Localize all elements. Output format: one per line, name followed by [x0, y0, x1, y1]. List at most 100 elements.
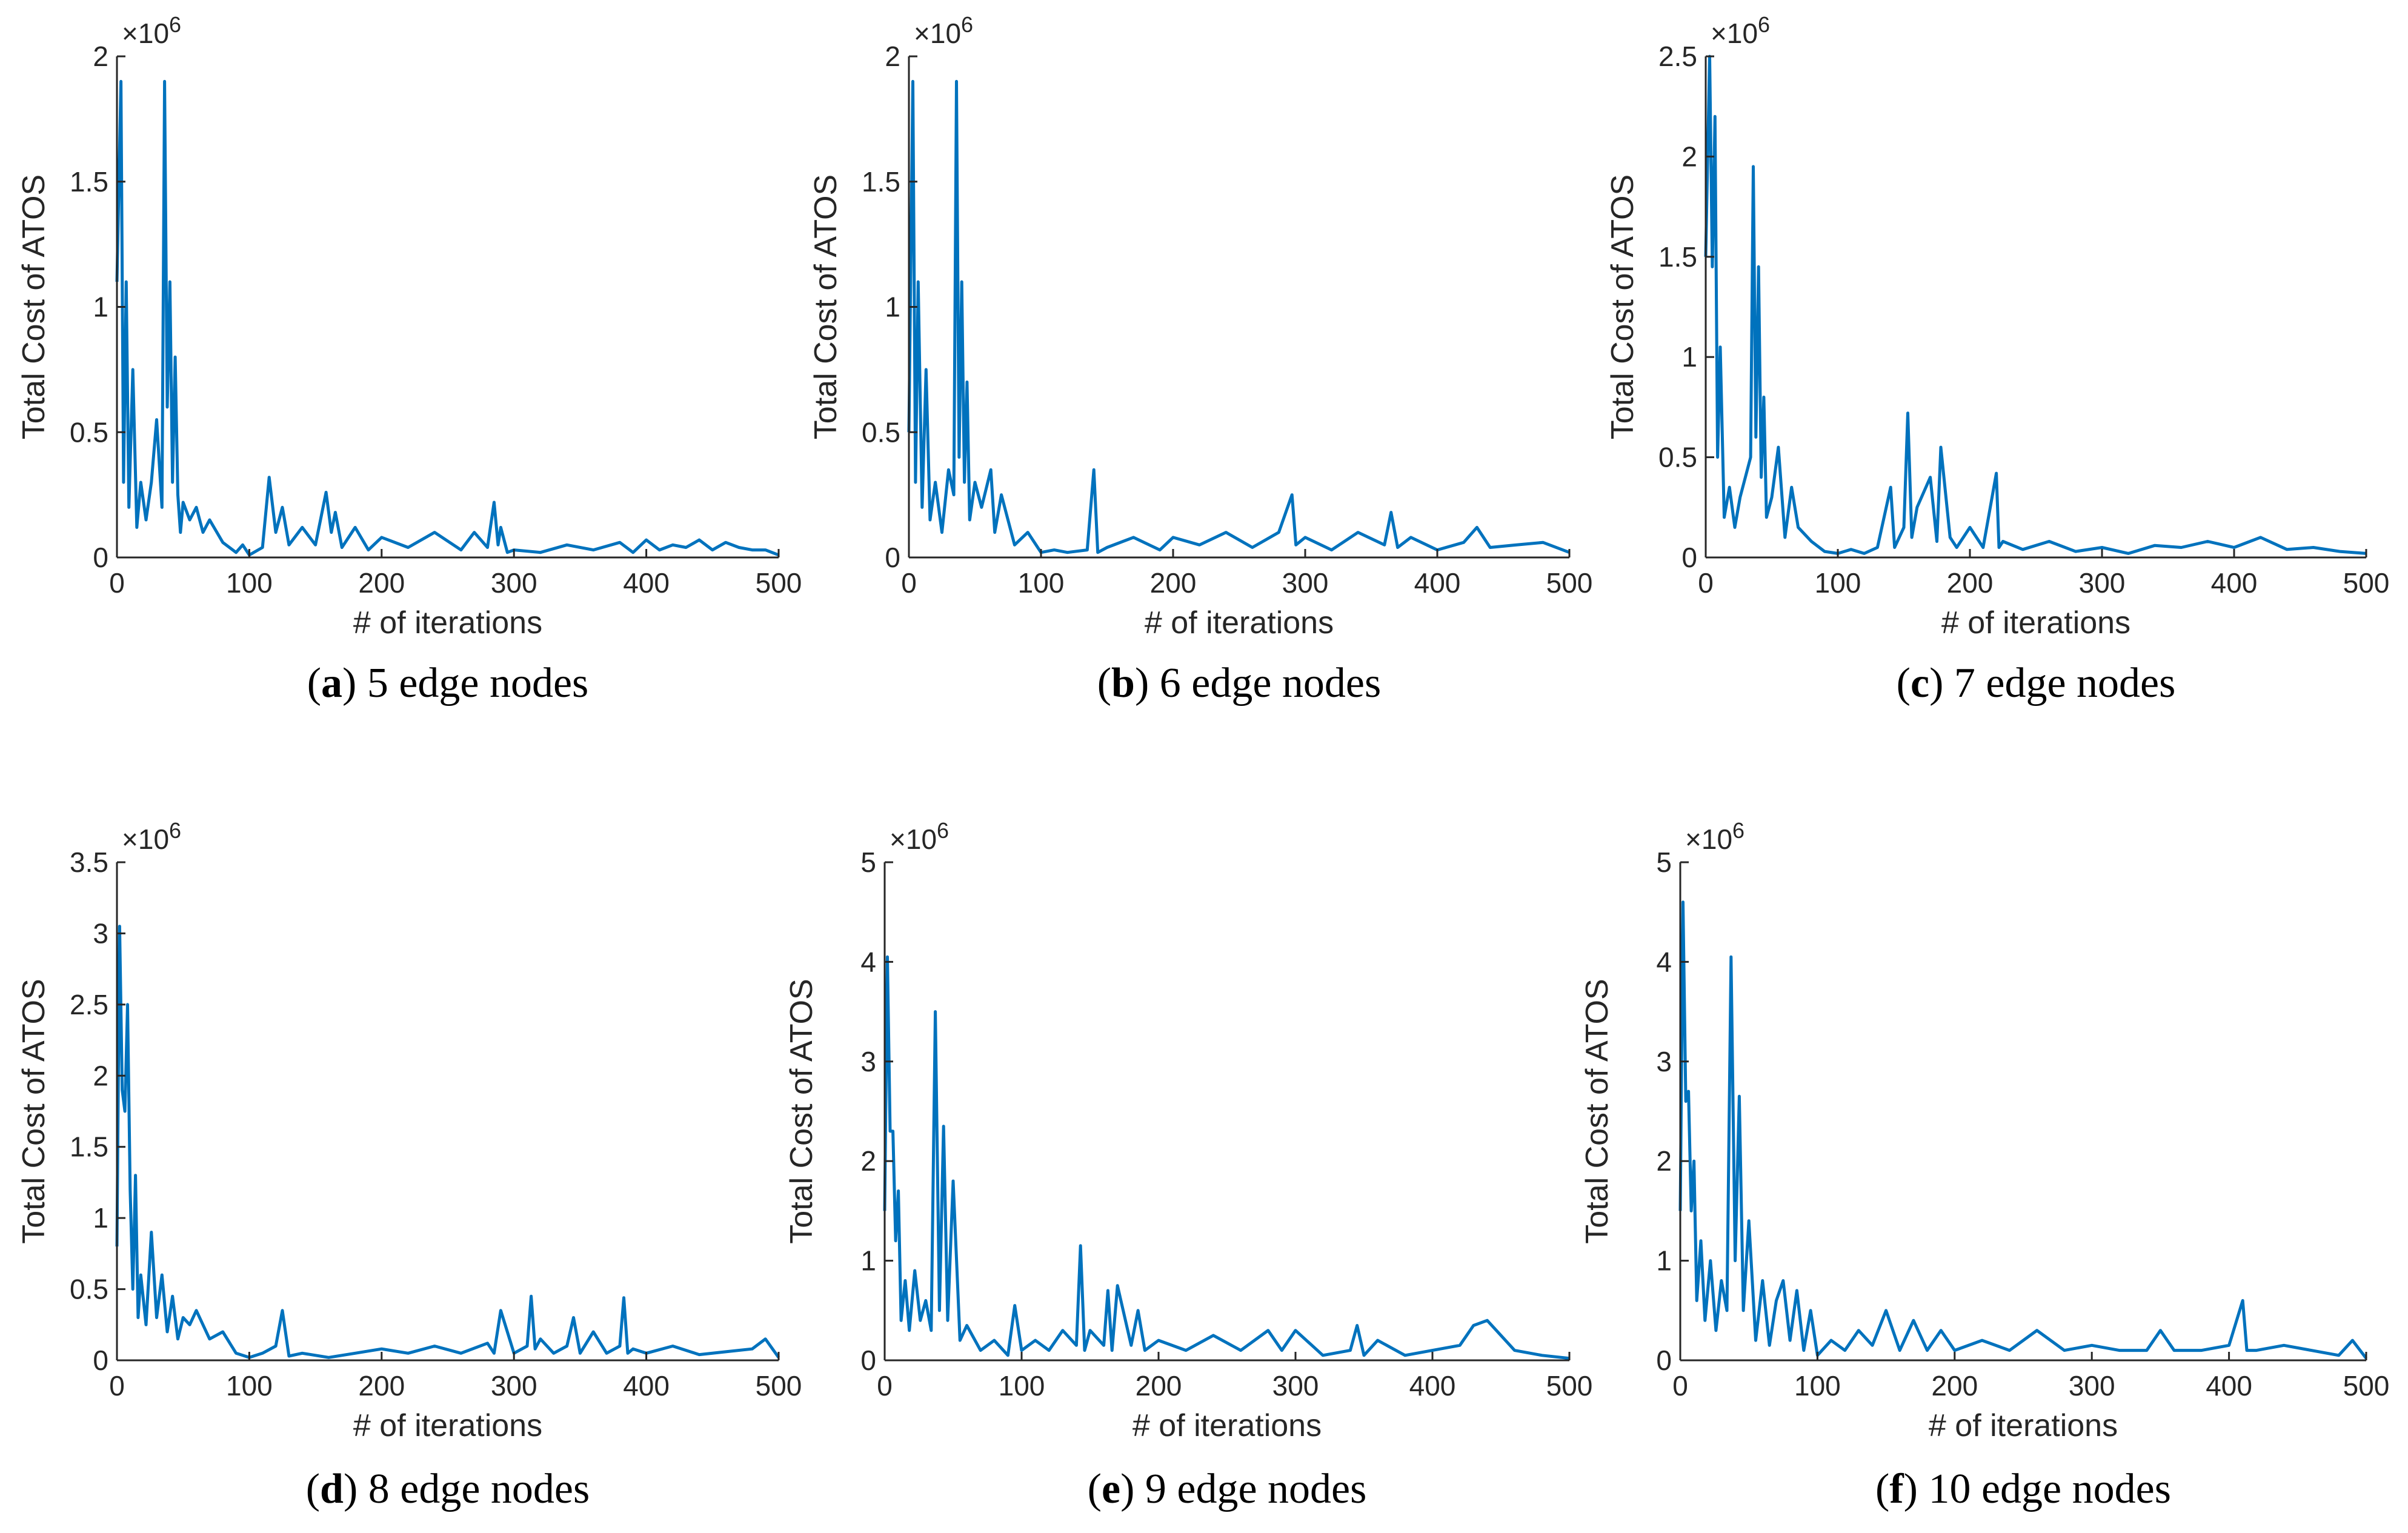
- series-line-cost: [1678, 900, 2367, 1360]
- y-tick-label: 2.5: [1658, 41, 1697, 72]
- x-tick-label: 0: [109, 1370, 125, 1402]
- x-tick-label: 200: [1931, 1370, 1978, 1402]
- x-tick-label: 0: [1672, 1370, 1688, 1402]
- chart-panel-e: 0 100 200 300 400 500 0 1 2 3 4 5 ×106 # of iteration…: [784, 818, 1592, 1512]
- y-tick-label: 1: [93, 291, 108, 323]
- y-tick-label: 2: [885, 41, 900, 72]
- x-tick-label: 100: [999, 1370, 1045, 1402]
- y-tick-label: 1: [1656, 1245, 1672, 1277]
- x-tick-label: 0: [901, 567, 917, 599]
- x-tick-label: 500: [2343, 567, 2390, 599]
- x-tick-label: 400: [1414, 567, 1461, 599]
- x-tick-label: 200: [1947, 567, 1994, 599]
- x-tick-label: 500: [1546, 567, 1593, 599]
- panel-caption: (e) 9 edge nodes: [1088, 1466, 1367, 1512]
- y-tick-label: 1: [93, 1202, 108, 1234]
- y-axis-multiplier: ×106: [122, 12, 181, 49]
- x-axis-label: # of iterations: [1929, 1408, 2118, 1443]
- y-tick-label: 3: [93, 917, 108, 949]
- x-tick-label: 200: [358, 1370, 405, 1402]
- y-tick-label: 0.5: [70, 1274, 108, 1305]
- y-tick-label: 1.5: [70, 166, 108, 198]
- x-axis-label: # of iterations: [1941, 605, 2130, 640]
- y-axis-label: Total Cost of ATOS: [16, 175, 52, 439]
- y-tick-label: 2: [93, 41, 108, 72]
- x-axis-label: # of iterations: [353, 1408, 542, 1443]
- chart-panel-b: 0 100 200 300 400 500 0 0.5 1 1.5 2 ×106 # of iterat…: [808, 12, 1592, 707]
- panel-caption: (f) 10 edge nodes: [1875, 1466, 2171, 1512]
- chart-panel-d: 0 100 200 300 400 500 0 0.5 1 1.5 2 2.5 3 3.5 ×106 # of…: [16, 818, 802, 1512]
- y-axis-multiplier: ×106: [914, 12, 973, 49]
- x-axis-label: # of iterations: [1145, 605, 1334, 640]
- y-tick-label: 0: [1656, 1345, 1672, 1376]
- y-tick-label: 1.5: [862, 166, 900, 198]
- y-tick-label: 2: [1656, 1145, 1672, 1177]
- x-tick-label: 100: [226, 1370, 273, 1402]
- y-tick-label: 2.5: [70, 989, 108, 1020]
- y-tick-label: 0: [93, 1345, 108, 1376]
- y-tick-label: 3.5: [70, 846, 108, 878]
- chart-panel-f: 0 100 200 300 400 500 0 1 2 3 4 5 ×106 # of iteration…: [1580, 818, 2389, 1512]
- y-tick-label: 0: [93, 542, 108, 573]
- y-tick-label: 3: [860, 1046, 876, 1077]
- y-tick-label: 0.5: [70, 416, 108, 448]
- y-tick-label: 0.5: [862, 416, 900, 448]
- x-tick-label: 400: [2211, 567, 2258, 599]
- y-tick-label: 1: [860, 1245, 876, 1277]
- panel-caption: (a) 5 edge nodes: [307, 660, 589, 707]
- x-tick-label: 200: [1136, 1370, 1182, 1402]
- y-tick-label: 3: [1656, 1046, 1672, 1077]
- series-line-cost: [907, 79, 1570, 554]
- chart-panel-c: 0 100 200 300 400 500 0 0.5 1 1.5 2 2.5 ×106 # of ite…: [1605, 12, 2389, 707]
- x-tick-label: 400: [1409, 1370, 1456, 1402]
- y-tick-label: 1.5: [1658, 241, 1697, 273]
- y-axis-multiplier: ×106: [1711, 12, 1770, 49]
- panel-caption: (b) 6 edge nodes: [1097, 660, 1382, 707]
- y-tick-label: 2: [1681, 141, 1697, 172]
- y-tick-label: 5: [860, 846, 876, 878]
- x-tick-label: 300: [491, 567, 537, 599]
- chart-panel-a: 0 100 200 300 400 500 0 0.5 1 1.5 2 ×106 # of iterat…: [16, 12, 802, 707]
- x-tick-label: 0: [877, 1370, 893, 1402]
- x-tick-label: 200: [358, 567, 405, 599]
- y-axis-label: Total Cost of ATOS: [16, 979, 52, 1243]
- x-tick-label: 500: [756, 1370, 802, 1402]
- x-tick-label: 300: [2069, 1370, 2115, 1402]
- series-line-cost: [115, 79, 779, 557]
- series-line-cost: [1704, 55, 2367, 555]
- x-tick-label: 0: [1698, 567, 1714, 599]
- x-tick-label: 300: [1272, 1370, 1319, 1402]
- x-tick-label: 100: [1815, 567, 1861, 599]
- x-tick-label: 500: [1546, 1370, 1593, 1402]
- y-axis-label: Total Cost of ATOS: [1605, 175, 1640, 439]
- x-tick-label: 0: [109, 567, 125, 599]
- y-tick-label: 2: [860, 1145, 876, 1177]
- x-tick-label: 400: [623, 1370, 670, 1402]
- y-axis-label: Total Cost of ATOS: [784, 979, 819, 1243]
- x-tick-label: 400: [623, 567, 670, 599]
- x-tick-label: 100: [226, 567, 273, 599]
- y-tick-label: 1: [1681, 341, 1697, 373]
- y-tick-label: 4: [860, 946, 876, 977]
- y-tick-label: 0.5: [1658, 442, 1697, 473]
- series-line-cost: [883, 955, 1570, 1360]
- x-tick-label: 100: [1018, 567, 1065, 599]
- y-tick-label: 5: [1656, 846, 1672, 878]
- y-axis-multiplier: ×106: [890, 818, 949, 855]
- x-axis-label: # of iterations: [353, 605, 542, 640]
- panel-caption: (c) 7 edge nodes: [1897, 660, 2176, 707]
- y-axis-multiplier: ×106: [1685, 818, 1744, 855]
- x-tick-label: 500: [2343, 1370, 2390, 1402]
- y-tick-label: 1.5: [70, 1131, 108, 1163]
- y-tick-label: 0: [1681, 542, 1697, 573]
- y-tick-label: 0: [885, 542, 900, 573]
- y-axis-label: Total Cost of ATOS: [808, 175, 843, 439]
- y-tick-label: 2: [93, 1060, 108, 1091]
- y-tick-label: 0: [860, 1345, 876, 1376]
- x-tick-label: 300: [491, 1370, 537, 1402]
- x-tick-label: 400: [2206, 1370, 2252, 1402]
- x-tick-label: 500: [756, 567, 802, 599]
- x-tick-label: 100: [1794, 1370, 1841, 1402]
- panel-caption: (d) 8 edge nodes: [306, 1466, 590, 1512]
